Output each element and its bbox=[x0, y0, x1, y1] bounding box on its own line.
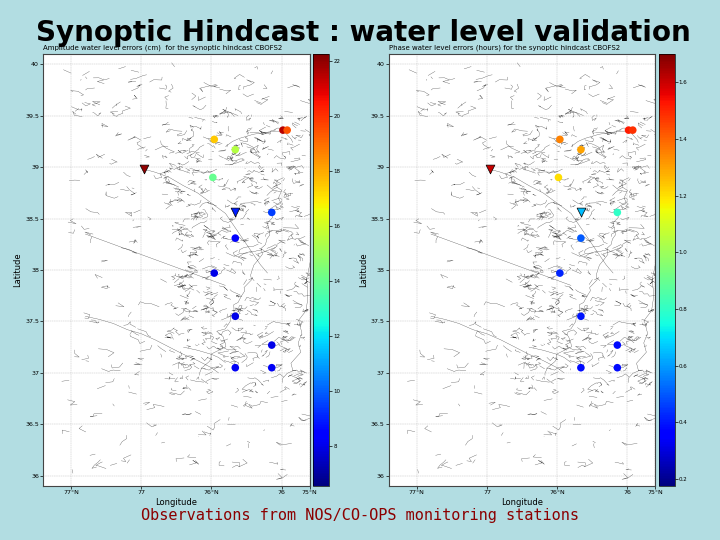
Point bbox=[623, 126, 634, 134]
Text: Synoptic Hindcast : water level validation: Synoptic Hindcast : water level validati… bbox=[36, 19, 690, 47]
Point bbox=[575, 145, 587, 154]
Point bbox=[230, 363, 241, 372]
Point bbox=[575, 312, 587, 321]
Point bbox=[627, 126, 639, 134]
Point bbox=[207, 173, 219, 182]
Y-axis label: Latitude: Latitude bbox=[14, 253, 22, 287]
Point bbox=[266, 341, 277, 349]
X-axis label: Longitude: Longitude bbox=[156, 498, 197, 507]
Point bbox=[611, 341, 623, 349]
Point bbox=[611, 208, 623, 217]
Text: Phase water level errors (hours) for the synoptic hindcast CBOFS2: Phase water level errors (hours) for the… bbox=[389, 45, 620, 51]
Point bbox=[266, 363, 277, 372]
Point bbox=[209, 269, 220, 278]
Point bbox=[554, 135, 566, 144]
Point bbox=[277, 126, 289, 134]
Text: Observations from NOS/CO-OPS monitoring stations: Observations from NOS/CO-OPS monitoring … bbox=[141, 508, 579, 523]
Y-axis label: Latitude: Latitude bbox=[359, 253, 368, 287]
X-axis label: Longitude: Longitude bbox=[501, 498, 543, 507]
Point bbox=[230, 312, 241, 321]
Point bbox=[554, 269, 566, 278]
Point bbox=[575, 234, 587, 242]
Point bbox=[209, 135, 220, 144]
Point bbox=[230, 208, 241, 217]
Point bbox=[553, 173, 564, 182]
Point bbox=[575, 208, 587, 217]
Point bbox=[230, 145, 241, 154]
Point bbox=[611, 363, 623, 372]
Text: Amplitude water level errors (cm)  for the synoptic hindcast CBOFS2: Amplitude water level errors (cm) for th… bbox=[43, 45, 282, 51]
Point bbox=[282, 126, 293, 134]
Point bbox=[484, 165, 495, 173]
Point bbox=[230, 234, 241, 242]
Point bbox=[266, 208, 277, 217]
Point bbox=[575, 363, 587, 372]
Point bbox=[138, 165, 150, 173]
